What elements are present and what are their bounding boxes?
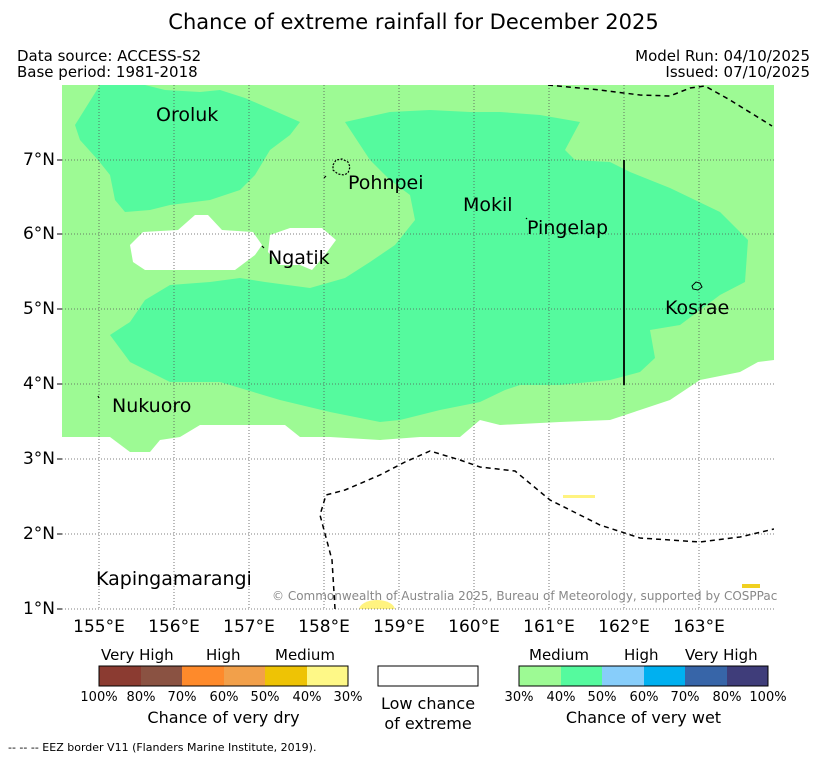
copyright-text: © Commonwealth of Australia 2025, Bureau… <box>272 589 778 603</box>
lon-tick-158: 158°E <box>298 617 350 637</box>
label-oroluk: Oroluk <box>156 104 219 126</box>
dry-pct-60: 60% <box>209 690 239 705</box>
lat-tick-4: 4°N <box>22 374 55 394</box>
map-frame <box>57 159 62 610</box>
dry-pct-80: 80% <box>126 690 156 705</box>
wet-color-40-50 <box>561 666 602 686</box>
dry-header-very-high: Very High <box>101 646 174 664</box>
lon-tick-162: 162°E <box>598 617 650 637</box>
lat-tick-3: 3°N <box>22 449 55 469</box>
lat-tick-6: 6°N <box>22 224 55 244</box>
wet-pct-30: 30% <box>504 690 534 705</box>
eez-border <box>319 85 774 609</box>
yellow-patch-east <box>563 495 595 498</box>
label-kosrae: Kosrae <box>665 297 730 319</box>
eez-footnote: -- -- -- EEZ border V11 (Flanders Marine… <box>8 741 317 754</box>
dry-header-medium: Medium <box>275 646 335 664</box>
low-chance-patch-west <box>130 215 262 270</box>
dry-color-80-70 <box>141 666 182 686</box>
wet-pct-60: 60% <box>629 690 659 705</box>
wet-color-50-60 <box>602 666 644 686</box>
low-chance-patch-ngatik <box>268 228 336 270</box>
ngatik-atoll-mark <box>261 245 265 249</box>
data-source-text: Data source: ACCESS-S2 <box>17 47 202 65</box>
wet-color-80-100 <box>727 666 768 686</box>
lat-tick-1: 1°N <box>22 599 55 619</box>
base-period-text: Base period: 1981-2018 <box>17 63 198 81</box>
wet-header-high: High <box>624 646 659 664</box>
dry-pct-50: 50% <box>250 690 280 705</box>
dry-pct-40: 40% <box>292 690 322 705</box>
lon-tick-157: 157°E <box>223 617 275 637</box>
lat-tick-2: 2°N <box>22 524 55 544</box>
mokil-atoll-mark <box>525 217 528 220</box>
dry-header-high: High <box>206 646 241 664</box>
yellow-patch <box>359 600 395 609</box>
lon-tick-161: 161°E <box>523 617 575 637</box>
low-chance-swatch <box>377 665 479 687</box>
label-kapingamarangi: Kapingamarangi <box>96 568 252 590</box>
yellow-patch-far-east <box>742 584 760 588</box>
label-nukuoro: Nukuoro <box>112 395 192 417</box>
lat-tick-7: 7°N <box>22 150 55 170</box>
lon-tick-155: 155°E <box>73 617 125 637</box>
lon-tick-163: 163°E <box>673 617 725 637</box>
wet-40-50-region-north <box>75 85 300 212</box>
wet-header-very-high: Very High <box>685 646 758 664</box>
dry-color-60-50 <box>224 666 265 686</box>
ant-atoll-mark <box>323 175 327 179</box>
lon-tick-160: 160°E <box>448 617 500 637</box>
pohnpei-island-outline <box>332 158 351 176</box>
dry-colorbar <box>98 665 349 687</box>
wet-color-30-40 <box>519 666 561 686</box>
label-ngatik: Ngatik <box>268 247 330 269</box>
wet-pct-100: 100% <box>749 690 787 705</box>
dry-pct-100: 100% <box>80 690 118 705</box>
wet-40-50-region-main <box>110 110 748 422</box>
dry-color-100-80 <box>99 666 141 686</box>
nukuoro-atoll-mark <box>97 395 100 399</box>
wet-pct-80: 80% <box>712 690 742 705</box>
wet-header-medium: Medium <box>529 646 589 664</box>
label-pohnpei: Pohnpei <box>348 172 424 194</box>
dry-pct-30: 30% <box>333 690 363 705</box>
dry-legend-title: Chance of very dry <box>147 708 300 727</box>
label-pingelap: Pingelap <box>527 217 609 239</box>
chart-title: Chance of extreme rainfall for December … <box>168 10 659 34</box>
wet-pct-70: 70% <box>670 690 700 705</box>
dry-color-50-40 <box>265 666 307 686</box>
dry-color-40-30 <box>307 666 348 686</box>
wet-color-60-70 <box>644 666 685 686</box>
dry-pct-70: 70% <box>167 690 197 705</box>
low-chance-line1: Low chance <box>380 694 476 713</box>
wet-pct-40: 40% <box>546 690 576 705</box>
lon-tick-159: 159°E <box>373 617 425 637</box>
lat-tick-5: 5°N <box>22 299 55 319</box>
label-mokil: Mokil <box>463 194 513 216</box>
wet-color-70-80 <box>685 666 727 686</box>
wet-colorbar <box>518 665 769 687</box>
dry-color-70-60 <box>182 666 224 686</box>
kosrae-island-outline <box>691 281 703 291</box>
wet-pct-50: 50% <box>587 690 617 705</box>
low-chance-line2: of extreme <box>384 714 472 733</box>
lon-tick-156: 156°E <box>148 617 200 637</box>
issued-date-text: Issued: 07/10/2025 <box>665 63 810 81</box>
wet-legend-title: Chance of very wet <box>565 708 722 727</box>
model-run-text: Model Run: 04/10/2025 <box>635 47 810 65</box>
